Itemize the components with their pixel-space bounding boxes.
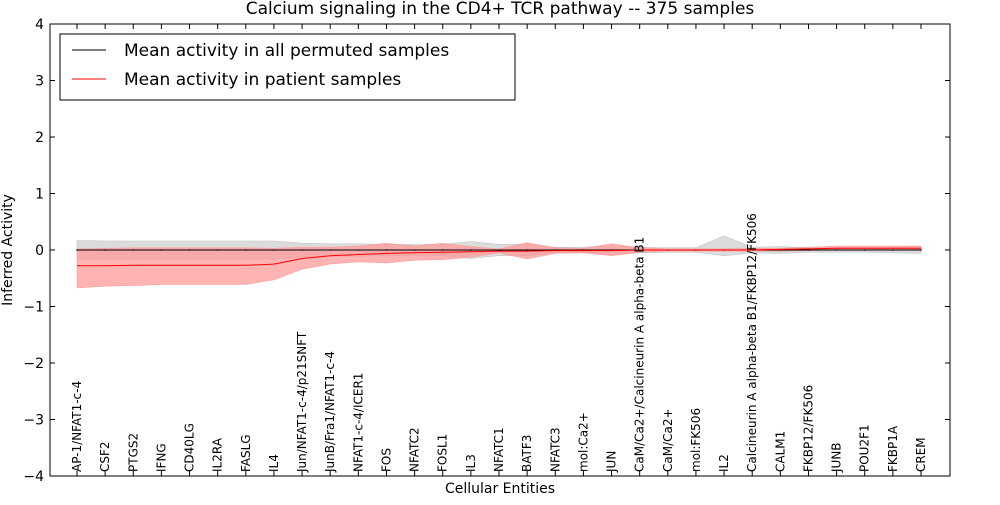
data-point-permuted	[835, 249, 838, 251]
x-tick-label: FKBP12/FK506	[802, 385, 816, 472]
x-tick-label: NFATC3	[548, 427, 562, 472]
data-point-permuted	[76, 249, 78, 251]
data-point-permuted	[892, 249, 894, 251]
data-point-permuted	[188, 249, 191, 251]
x-tick-label: BATF3	[520, 435, 534, 472]
data-point-permuted	[132, 249, 135, 251]
x-tick-label: FOSL1	[436, 434, 450, 472]
x-tick-label: IFNG	[154, 443, 168, 472]
data-point-permuted	[920, 249, 922, 251]
y-tick-label: 1	[35, 187, 44, 203]
data-point-permuted	[329, 249, 332, 251]
y-tick-label: −2	[23, 356, 44, 372]
x-tick-label: JUNB	[830, 442, 844, 473]
data-point-permuted	[526, 249, 528, 251]
data-point-permuted	[301, 249, 303, 251]
x-tick-label: CSF2	[98, 441, 112, 472]
x-tick-label: Calcineurin A alpha-beta B1/FKBP12/FK506	[745, 213, 759, 472]
data-point-permuted	[245, 249, 247, 251]
x-tick-label: mol:Ca2+	[576, 412, 590, 472]
x-tick-label: Jun/NFAT1-c-4/p21SNFT	[295, 331, 309, 473]
x-tick-label: CD40LG	[183, 423, 197, 472]
y-tick-label: 2	[35, 130, 44, 146]
legend: Mean activity in all permuted samples Me…	[59, 33, 516, 101]
series-lines	[76, 247, 922, 267]
series-line-patient	[77, 247, 921, 267]
data-point-permuted	[357, 249, 360, 251]
x-tick-label: POU2F1	[858, 424, 872, 472]
data-point-permuted	[498, 249, 500, 251]
data-point-permuted	[470, 249, 472, 251]
x-axis: AP-1/NFAT1-c-4 CSF2 PTGS2 IFNG CD40LG IL2RA FA…	[70, 24, 928, 476]
x-axis-label: Cellular Entities	[445, 481, 555, 497]
data-point-permuted	[807, 249, 810, 251]
legend-label-permuted: Mean activity in all permuted samples	[124, 41, 449, 61]
data-point-permuted	[413, 249, 416, 251]
x-tick-label: NFATC1	[492, 427, 506, 472]
x-tick-label: JUN	[605, 451, 619, 473]
data-point-permuted	[160, 249, 163, 251]
x-tick-label: IL4	[267, 454, 281, 472]
x-tick-label: IL3	[464, 454, 478, 472]
data-point-permuted	[273, 249, 275, 251]
x-tick-label: NFAT1-c-4/ICER1	[351, 373, 365, 472]
y-tick-label: 3	[35, 74, 44, 90]
legend-box	[59, 33, 516, 101]
data-point-permuted	[216, 249, 219, 251]
data-point-permuted	[441, 249, 444, 251]
y-axis-label: Inferred Activity	[0, 194, 16, 306]
x-tick-label: mol:FK506	[689, 408, 703, 472]
x-tick-label: FOS	[380, 448, 394, 472]
y-tick-label: 0	[35, 243, 44, 259]
x-tick-label: FKBP1A	[886, 425, 900, 472]
y-tick-label: −1	[23, 300, 44, 316]
y-tick-label: 4	[35, 17, 44, 33]
x-tick-label: IL2	[717, 454, 731, 472]
legend-label-patient: Mean activity in patient samples	[124, 70, 401, 90]
x-tick-label: CREM	[914, 437, 928, 472]
data-point-permuted	[385, 249, 388, 251]
x-tick-label: PTGS2	[126, 433, 140, 472]
x-tick-label: FASLG	[239, 434, 253, 472]
x-tick-label: NFATC2	[408, 427, 422, 472]
x-tick-label: JunB/Fra1/NFAT1-c-4	[323, 351, 337, 473]
y-tick-label: −4	[23, 469, 44, 485]
x-tick-label: CaM/Ca2+	[661, 408, 675, 472]
chart-title: Calcium signaling in the CD4+ TCR pathwa…	[246, 0, 755, 19]
data-point-permuted	[104, 249, 106, 251]
y-axis: −4 −3 −2 −1 0 1 2 3 4	[23, 17, 950, 485]
x-tick-label: IL2RA	[211, 437, 225, 472]
y-tick-label: −3	[23, 413, 44, 429]
x-tick-label: AP-1/NFAT1-c-4	[70, 381, 84, 472]
x-tick-label: CaM/Ca2+/Calcineurin A alpha-beta B1	[633, 237, 647, 472]
x-tick-label: CALM1	[773, 431, 787, 472]
data-point-permuted	[863, 249, 866, 251]
